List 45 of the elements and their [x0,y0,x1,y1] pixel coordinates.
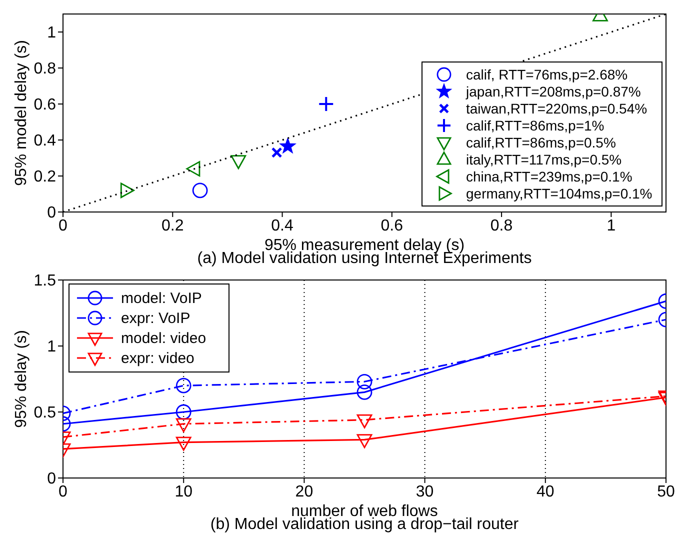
x-tick-label: 30 [416,483,434,500]
point [120,182,134,198]
y-tick-label: 0.2 [34,168,56,186]
y-tick-label: 0.8 [34,60,56,78]
legend-label: italy,RTT=117ms,p=0.5% [466,152,622,168]
x-tick-label: 50 [657,483,675,500]
legend-label: expr: video [121,350,194,367]
y-tick-label: 0.4 [34,132,56,150]
legend-label: calif, RTT=76ms,p=2.68% [466,66,628,82]
legend-label: taiwan,RTT=220ms,p=0.54% [466,100,648,116]
x-tick-label: 1 [606,217,616,234]
y-tick-label: 1 [47,24,56,42]
legend-label: germany,RTT=104ms,p=0.1% [466,186,652,202]
text: (b) Model validation using a drop−tail router [209,516,520,534]
x-tick-label: 10 [174,483,193,500]
point [230,155,246,170]
y-tick-label: 0 [47,204,56,222]
y-tick-label: 0.6 [34,96,56,114]
x-tick-label: 0 [58,217,68,234]
x-tick-label: 0.2 [162,217,184,234]
point [318,96,334,112]
legend-label: expr: VoIP [121,310,190,327]
y-tick-label: 0 [47,470,56,488]
y-tick-label: 1.5 [34,272,56,290]
y-axis-title: 95% delay (s) [13,330,30,428]
x-tick-label: 0.6 [380,217,404,234]
point [271,147,282,158]
x-tick-label: 0.8 [490,217,513,234]
point [186,161,200,176]
x-tick-label: 40 [536,483,554,500]
legend-label: calif,RTT=86ms,p=0.5% [466,134,616,150]
x-tick-label: 0 [58,483,68,500]
point [192,182,208,198]
y-axis-title: 95% model delay (s) [13,40,30,186]
legend-label: japan,RTT=208ms,p=0.87% [465,84,641,100]
point [280,138,296,154]
y-tick-label: 1 [47,338,56,356]
x-tick-label: 0.4 [271,217,294,234]
legend-label: model: video [121,330,206,347]
legend-label: china,RTT=239ms,p=0.1% [466,168,632,184]
point [356,414,372,428]
legend-label: calif,RTT=86ms,p=1% [466,118,604,134]
legend-label: model: VoIP [121,290,202,307]
x-tick-label: 20 [295,483,314,500]
y-tick-label: 0.5 [34,404,56,422]
